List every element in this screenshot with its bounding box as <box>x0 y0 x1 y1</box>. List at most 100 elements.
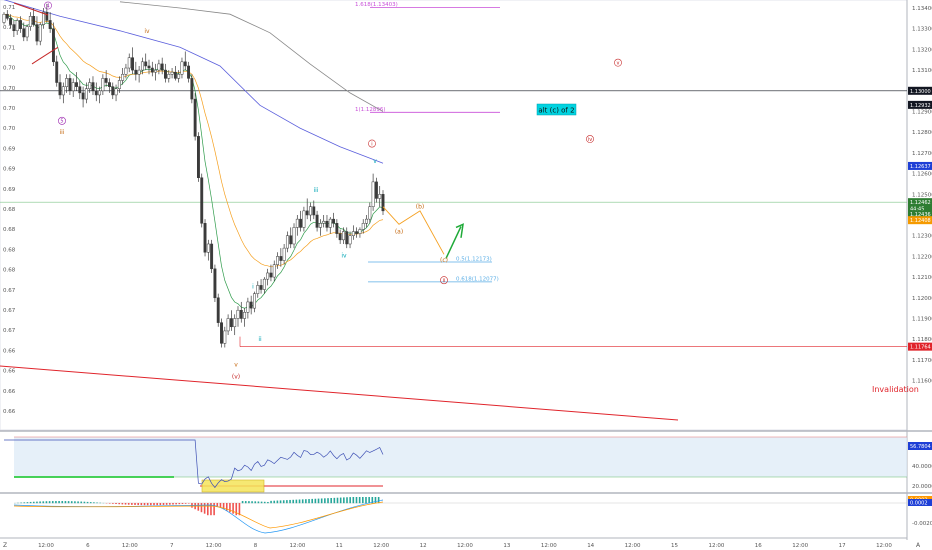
macd-histogram-bar <box>371 497 374 504</box>
time-tick-label: 12:00 <box>876 543 892 549</box>
ma-long-line <box>3 0 384 164</box>
left-axis-tick: 0.67 <box>3 308 16 314</box>
macd-histogram-bar <box>20 502 22 504</box>
time-tick-label: 15 <box>671 543 678 549</box>
left-axis-tick: 0.68 <box>3 207 16 213</box>
candle <box>206 239 210 261</box>
candle <box>309 202 312 222</box>
rsi-line <box>4 439 384 489</box>
macd-histogram-bar <box>301 499 304 504</box>
bullish-arrow <box>445 226 462 259</box>
candle <box>190 74 194 104</box>
bullish-arrow-head <box>455 223 464 238</box>
fib-level-label: 0.5(1.12173) <box>456 256 492 262</box>
macd-histogram-bar <box>188 503 190 504</box>
candle <box>78 80 82 100</box>
candle <box>117 76 121 93</box>
candle <box>94 82 98 102</box>
macd-histogram-bar <box>137 503 139 506</box>
candle <box>51 22 55 66</box>
macd-histogram-bar <box>270 500 272 504</box>
price-badge <box>908 161 932 170</box>
macd-histogram-bar <box>257 501 260 504</box>
candle <box>345 227 349 249</box>
left-axis-tick: 0.71 <box>3 45 15 51</box>
macd-histogram-bar <box>36 501 38 504</box>
left-axis-tick: 0.66 <box>3 348 16 354</box>
candle <box>246 297 250 319</box>
candle <box>282 243 286 265</box>
macd-histogram-bar <box>162 503 165 505</box>
macd-histogram-bar <box>216 503 219 507</box>
candle <box>328 217 332 234</box>
rsi-level-label: 20.0000 <box>912 484 932 490</box>
macd-histogram-bar <box>324 498 326 504</box>
macd-histogram-bar <box>184 503 187 504</box>
svg-text:iv: iv <box>341 252 347 259</box>
wave-label: i <box>252 284 254 291</box>
left-axis-tick: 0.71 <box>3 25 15 31</box>
macd-histogram-bar <box>358 497 361 504</box>
candle <box>216 293 220 327</box>
candle <box>322 215 326 228</box>
candle <box>9 14 13 29</box>
svg-text:v: v <box>234 361 238 368</box>
price-badge-text: 1.13000 <box>910 89 931 95</box>
candle <box>332 212 336 228</box>
macd-histogram-bar <box>368 497 370 504</box>
candle <box>2 12 6 25</box>
macd-histogram-bar <box>55 501 57 504</box>
macd-histogram-bar <box>197 503 200 511</box>
candle <box>131 47 134 75</box>
macd-histogram-bar <box>61 501 64 504</box>
candle <box>299 210 303 232</box>
macd-histogram-bar <box>327 498 329 504</box>
fib-level-label: 0.618(1.12077) <box>456 276 499 282</box>
price-badge <box>908 216 932 225</box>
left-axis-tick: 0.70 <box>3 86 16 92</box>
macd-histogram-bar <box>51 501 54 504</box>
macd-histogram-bar <box>115 503 117 505</box>
candle <box>378 186 382 207</box>
macd-histogram-bar <box>292 499 295 504</box>
left-axis-tick: 0.68 <box>3 247 16 253</box>
macd-histogram-bar <box>374 497 377 504</box>
candle <box>157 59 161 75</box>
candle <box>61 82 65 104</box>
candle <box>266 268 270 286</box>
price-tick-label: 1.12500 <box>912 192 932 198</box>
candle <box>335 219 339 238</box>
candle <box>150 61 154 77</box>
wave-arc <box>31 46 59 65</box>
candle <box>65 74 69 93</box>
candle <box>272 260 276 282</box>
candle <box>91 76 95 95</box>
time-tick-label: 8 <box>254 543 258 549</box>
macd-histogram-bar <box>282 500 285 504</box>
candle <box>203 219 207 257</box>
candle <box>183 51 187 71</box>
candle <box>167 70 171 83</box>
rsi-band <box>14 437 907 477</box>
macd-histogram-bar <box>146 503 149 506</box>
macd-histogram-bar <box>64 501 67 504</box>
candle <box>365 215 368 228</box>
macd-histogram-bar <box>238 503 241 516</box>
macd-histogram-bar <box>121 503 124 505</box>
candle <box>292 223 296 249</box>
candle <box>84 82 88 104</box>
price-tick-label: 1.11700 <box>912 358 932 364</box>
macd-histogram-bar <box>289 499 291 504</box>
candle <box>71 78 75 98</box>
candle <box>55 55 59 87</box>
candle <box>318 219 322 236</box>
left-axis-tick: 0.68 <box>3 268 16 274</box>
wave-label: iv <box>341 252 347 259</box>
macd-histogram-bar <box>70 501 73 504</box>
candle <box>68 74 72 95</box>
macd-histogram-bar <box>343 497 345 504</box>
svg-text:(c): (c) <box>440 257 448 264</box>
macd-histogram-bar <box>165 503 168 505</box>
wave-label: i <box>368 139 376 148</box>
